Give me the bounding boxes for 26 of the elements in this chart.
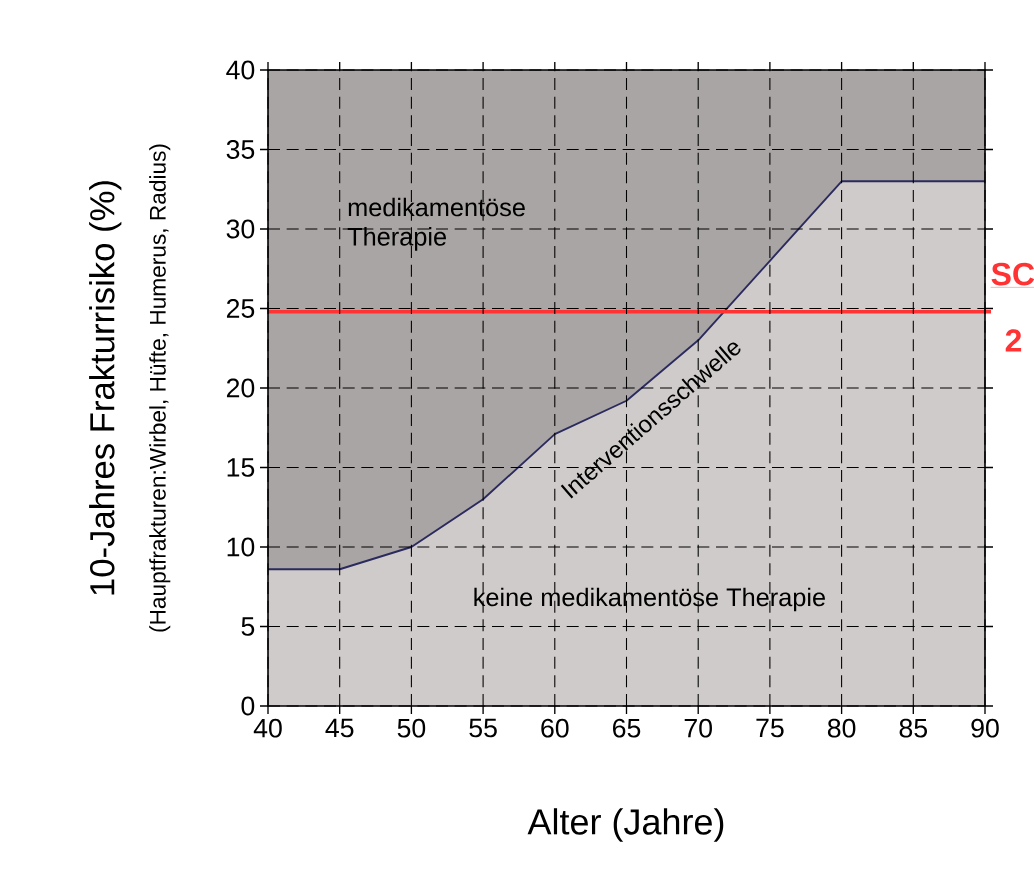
x-axis-title: Alter (Jahre) bbox=[527, 808, 724, 842]
y-tick-label: 5 bbox=[241, 617, 255, 636]
ref-line-label: SC bbox=[991, 262, 1034, 286]
x-tick-label: 45 bbox=[325, 718, 354, 738]
x-tick-label: 50 bbox=[397, 718, 426, 738]
x-tick-label: 80 bbox=[827, 718, 856, 738]
y-tick-label: 20 bbox=[226, 378, 255, 398]
annotation: medikamentöse Therapie bbox=[347, 197, 525, 251]
x-tick-label: 70 bbox=[684, 718, 712, 738]
x-tick-label: 60 bbox=[541, 718, 569, 738]
x-tick-label: 65 bbox=[613, 718, 641, 738]
y-tick-label: 25 bbox=[226, 299, 255, 318]
text: (Hauptfrakturen:Wirbel, Hüfte, Humerus, Radius) bbox=[149, 144, 171, 632]
y-tick-label: 40 bbox=[226, 60, 255, 80]
annotation: keine medikamentöse Therapie bbox=[474, 587, 825, 612]
y-tick-label: 35 bbox=[226, 140, 255, 159]
x-tick-label: 75 bbox=[756, 718, 784, 738]
x-tick-label: 90 bbox=[971, 718, 999, 738]
x-tick-label: 55 bbox=[469, 718, 497, 738]
y-tick-label: 30 bbox=[226, 219, 255, 239]
y-axis-title: 10-Jahres Frakturrisiko (%) bbox=[89, 181, 122, 595]
text: 2 bbox=[1005, 329, 1022, 352]
y-tick-label: 0 bbox=[241, 696, 255, 716]
x-tick-label: 85 bbox=[899, 718, 928, 738]
y-tick-label: 10 bbox=[227, 537, 255, 557]
y-tick-label: 15 bbox=[227, 458, 255, 477]
